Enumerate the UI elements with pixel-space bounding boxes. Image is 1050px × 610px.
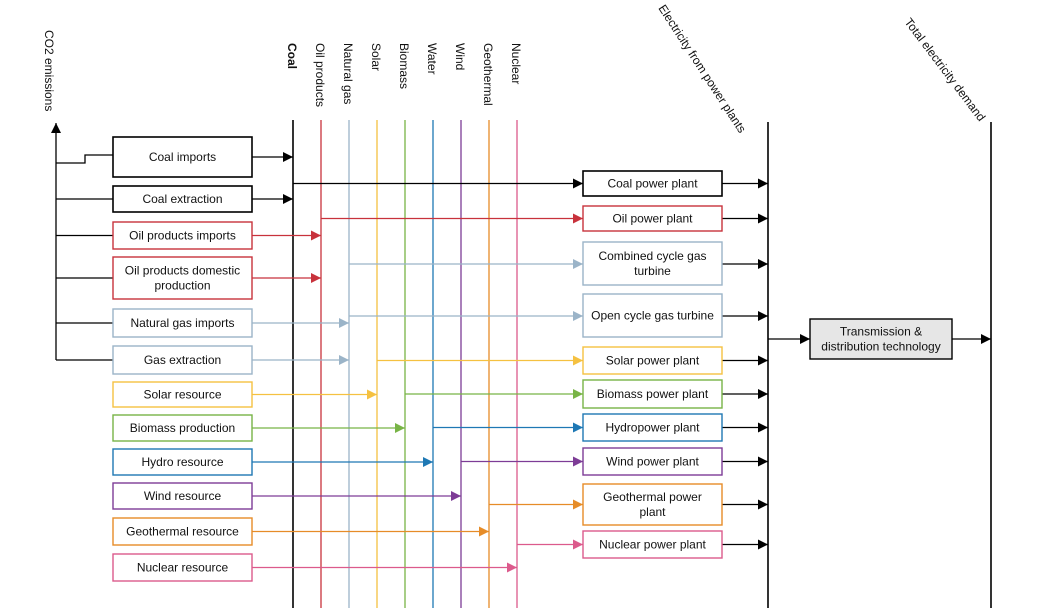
- transmission-label: distribution technology: [821, 340, 940, 354]
- carrier-label-gas: Natural gas: [341, 43, 355, 104]
- plant-coal-plant-label: Coal power plant: [607, 177, 698, 191]
- plant-wind-plant-label: Wind power plant: [606, 455, 699, 469]
- resource-box-biomass-production: [112, 414, 253, 442]
- plant-nuclear-plant-label: Nuclear power plant: [599, 538, 706, 552]
- carrier-label-geo: Geothermal: [481, 43, 495, 106]
- co2-label: CO2 emissions: [42, 30, 56, 111]
- resource-box-wind-resource: [112, 482, 253, 510]
- transmission-label: Transmission &: [840, 325, 922, 339]
- resource-box-gas-imports: [112, 308, 253, 338]
- plant-box-geothermal-plant: [582, 483, 723, 526]
- resource-hydro-resource-label: Hydro resource: [141, 455, 223, 469]
- plant-box-wind-plant: [582, 447, 723, 476]
- carrier-label-solar: Solar: [369, 43, 383, 71]
- resource-oil-domestic-label: production: [154, 279, 210, 293]
- plant-box-ocgt: [582, 293, 723, 338]
- plant-box-biomass-plant: [582, 379, 723, 409]
- carrier-label-nuclear: Nuclear: [509, 43, 523, 84]
- resource-solar-resource-label: Solar resource: [143, 388, 221, 402]
- electricity-label: Electricity from power plants: [655, 2, 748, 135]
- resource-box-oil-imports: [112, 221, 253, 250]
- resource-box-geothermal-resource: [112, 517, 253, 546]
- plant-ccgt-label: turbine: [634, 264, 671, 278]
- carrier-label-oil: Oil products: [313, 43, 327, 107]
- resource-coal-imports-label: Coal imports: [149, 150, 216, 164]
- resource-box-coal-extraction: [112, 185, 253, 213]
- resource-box-oil-domestic: [112, 256, 253, 300]
- resource-wind-resource-label: Wind resource: [144, 489, 222, 503]
- resource-nuclear-resource-label: Nuclear resource: [137, 561, 229, 575]
- demand-label: Total electricity demand: [902, 15, 989, 124]
- resource-biomass-production-label: Biomass production: [130, 421, 235, 435]
- resource-geothermal-resource-label: Geothermal resource: [126, 525, 239, 539]
- plant-box-solar-plant: [582, 346, 723, 375]
- resource-box-solar-resource: [112, 381, 253, 408]
- plant-hydro-plant-label: Hydropower plant: [605, 421, 700, 435]
- plant-box-nuclear-plant: [582, 530, 723, 559]
- plant-oil-plant-label: Oil power plant: [612, 212, 693, 226]
- resource-box-coal-imports: [112, 136, 253, 178]
- plant-geothermal-plant-label: Geothermal power: [603, 490, 702, 504]
- plant-box-hydro-plant: [582, 413, 723, 442]
- resource-box-nuclear-resource: [112, 553, 253, 582]
- resource-box-hydro-resource: [112, 448, 253, 476]
- carrier-label-water: Water: [425, 43, 439, 75]
- resource-oil-domestic-label: Oil products domestic: [125, 264, 240, 278]
- resource-gas-extraction-label: Gas extraction: [144, 353, 221, 367]
- plant-ocgt-label: Open cycle gas turbine: [591, 309, 714, 323]
- co2-link-coal-imports: [56, 154, 113, 164]
- plant-solar-plant-label: Solar power plant: [606, 354, 700, 368]
- resource-oil-imports-label: Oil products imports: [129, 229, 236, 243]
- plant-box-oil-plant: [582, 205, 723, 232]
- carrier-label-biomass: Biomass: [397, 43, 411, 89]
- plant-biomass-plant-label: Biomass power plant: [597, 387, 709, 401]
- plant-ccgt-label: Combined cycle gas: [598, 249, 706, 263]
- carrier-label-wind: Wind: [453, 43, 467, 70]
- resource-coal-extraction-label: Coal extraction: [142, 192, 222, 206]
- carrier-label-coal: Coal: [285, 43, 299, 69]
- resource-box-gas-extraction: [112, 345, 253, 375]
- transmission-box: [809, 318, 953, 360]
- resource-gas-imports-label: Natural gas imports: [130, 316, 234, 330]
- plant-box-coal-plant: [582, 170, 723, 197]
- plant-box-ccgt: [582, 241, 723, 286]
- plant-geothermal-plant-label: plant: [639, 505, 666, 519]
